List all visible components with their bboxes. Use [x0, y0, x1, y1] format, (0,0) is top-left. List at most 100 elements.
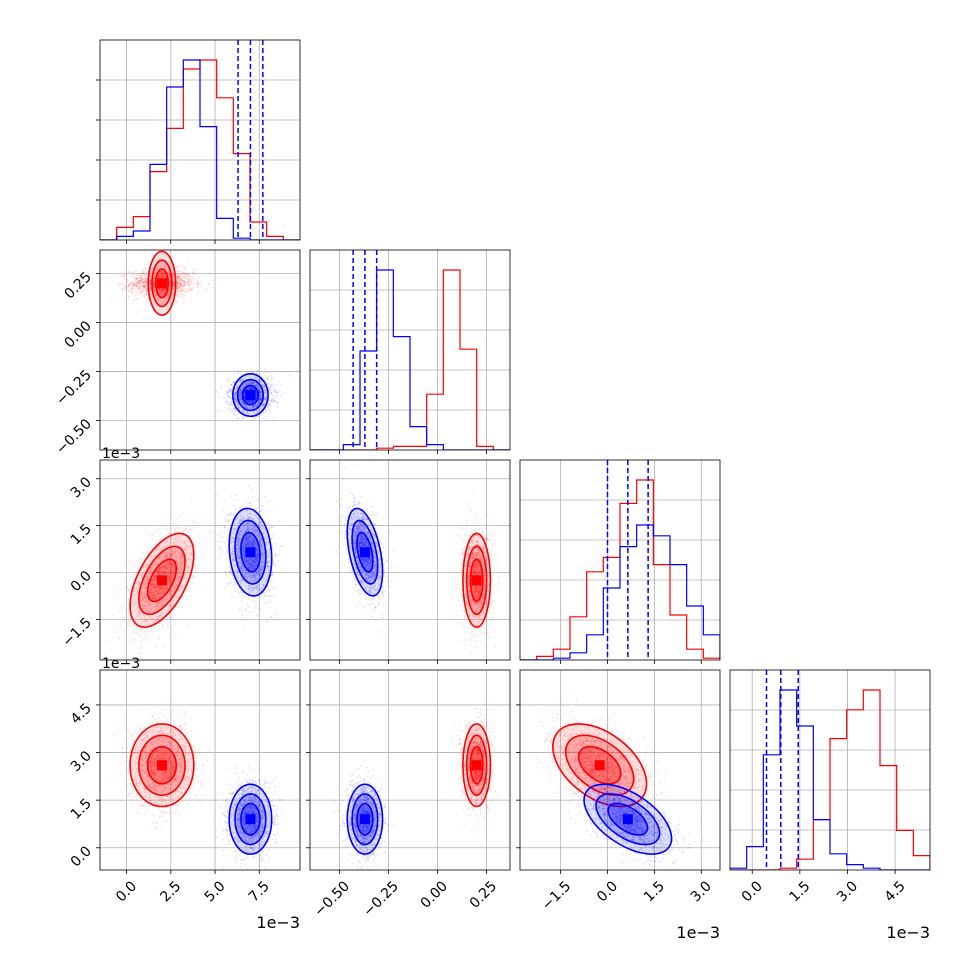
scatter-point — [175, 582, 178, 585]
scatter-point — [243, 393, 245, 395]
scatter-point — [254, 378, 256, 381]
scatter-point — [144, 276, 146, 279]
scatter-point — [136, 285, 139, 288]
scatter-point — [149, 588, 152, 591]
scatter-point — [175, 523, 177, 526]
scatter-point — [185, 287, 188, 290]
scatter-point — [181, 289, 183, 292]
scatter-point — [123, 658, 125, 660]
scatter-point — [260, 399, 263, 401]
scatter-point — [249, 380, 252, 383]
scatter-point — [248, 399, 250, 402]
scatter-point — [136, 591, 138, 594]
scatter-point — [134, 285, 137, 288]
scatter-point — [174, 587, 177, 590]
scatter-point — [179, 562, 182, 565]
scatter-point — [161, 288, 164, 291]
scatter-point — [248, 381, 251, 383]
scatter-point — [233, 395, 236, 397]
scatter-point — [189, 545, 192, 548]
scatter-point — [153, 588, 156, 591]
scatter-point — [138, 273, 141, 276]
scatter-point — [244, 384, 247, 387]
scatter-point — [182, 596, 185, 598]
scatter-point — [196, 286, 198, 288]
scatter-point — [167, 291, 170, 294]
scatter-point — [251, 407, 254, 410]
scatter-point — [175, 560, 178, 562]
scatter-point — [149, 583, 152, 585]
scatter-point — [253, 606, 256, 609]
scatter-point — [185, 529, 188, 532]
scatter-point — [255, 394, 258, 397]
scatter-point — [240, 388, 243, 391]
scatter-point — [180, 272, 182, 275]
scatter-point — [264, 379, 267, 382]
scatter-point — [249, 402, 252, 404]
scatter-point — [145, 279, 148, 281]
scatter-point — [171, 271, 174, 274]
scatter-point — [178, 551, 181, 554]
scatter-point — [152, 602, 155, 604]
scatter-point — [156, 563, 159, 566]
scatter-point — [267, 407, 270, 409]
scatter-point — [154, 605, 157, 608]
scatter-point — [150, 276, 152, 278]
scatter-point — [229, 389, 231, 391]
scatter-point — [184, 280, 187, 283]
scatter-point — [232, 583, 235, 586]
scatter-point — [255, 393, 258, 395]
scatter-point — [183, 284, 186, 287]
scatter-point — [140, 278, 143, 280]
scatter-point — [162, 599, 164, 601]
scatter-point — [252, 387, 255, 389]
scatter-point — [157, 604, 159, 607]
scatter-point — [185, 525, 188, 528]
scatter-point — [136, 580, 139, 583]
scatter-point — [155, 575, 158, 578]
scatter-point — [169, 555, 172, 558]
scatter-point — [180, 289, 182, 292]
scatter-point — [187, 284, 190, 287]
scatter-point — [256, 499, 259, 502]
scatter-point — [249, 383, 252, 385]
scatter-point — [181, 296, 184, 299]
scatter-point — [165, 551, 168, 554]
scatter-point — [250, 382, 253, 385]
scatter-point — [146, 582, 148, 585]
scatter-point — [162, 289, 165, 292]
scatter-point — [177, 282, 180, 285]
scatter-point — [127, 598, 130, 601]
scatter-point — [256, 394, 258, 397]
scatter-point — [163, 291, 166, 294]
scatter-point — [268, 403, 271, 406]
scatter-point — [151, 606, 154, 609]
scatter-point — [252, 404, 254, 407]
scatter-point — [240, 390, 243, 393]
scatter-point — [176, 295, 179, 297]
scatter-point — [262, 411, 265, 414]
scatter-point — [183, 540, 186, 543]
scatter-point — [181, 279, 183, 282]
scatter-point — [165, 546, 167, 548]
scatter-point — [241, 595, 244, 598]
scatter-point — [149, 279, 152, 281]
scatter-point — [117, 630, 119, 633]
scatter-point — [179, 282, 182, 285]
scatter-point — [127, 622, 130, 625]
scatter-point — [141, 272, 144, 275]
scatter-point — [172, 550, 174, 553]
scatter-point — [192, 286, 195, 289]
scatter-point — [161, 604, 164, 607]
scatter-point — [179, 282, 182, 285]
scatter-point — [167, 575, 170, 578]
scatter-point — [275, 391, 278, 394]
scatter-point — [180, 290, 183, 293]
scatter-point — [169, 604, 172, 607]
scatter-point — [269, 385, 272, 388]
scatter-point — [208, 530, 210, 533]
scatter-point — [159, 288, 162, 291]
scatter-point — [159, 549, 162, 552]
scatter-point — [173, 287, 176, 290]
scatter-point — [161, 627, 164, 630]
